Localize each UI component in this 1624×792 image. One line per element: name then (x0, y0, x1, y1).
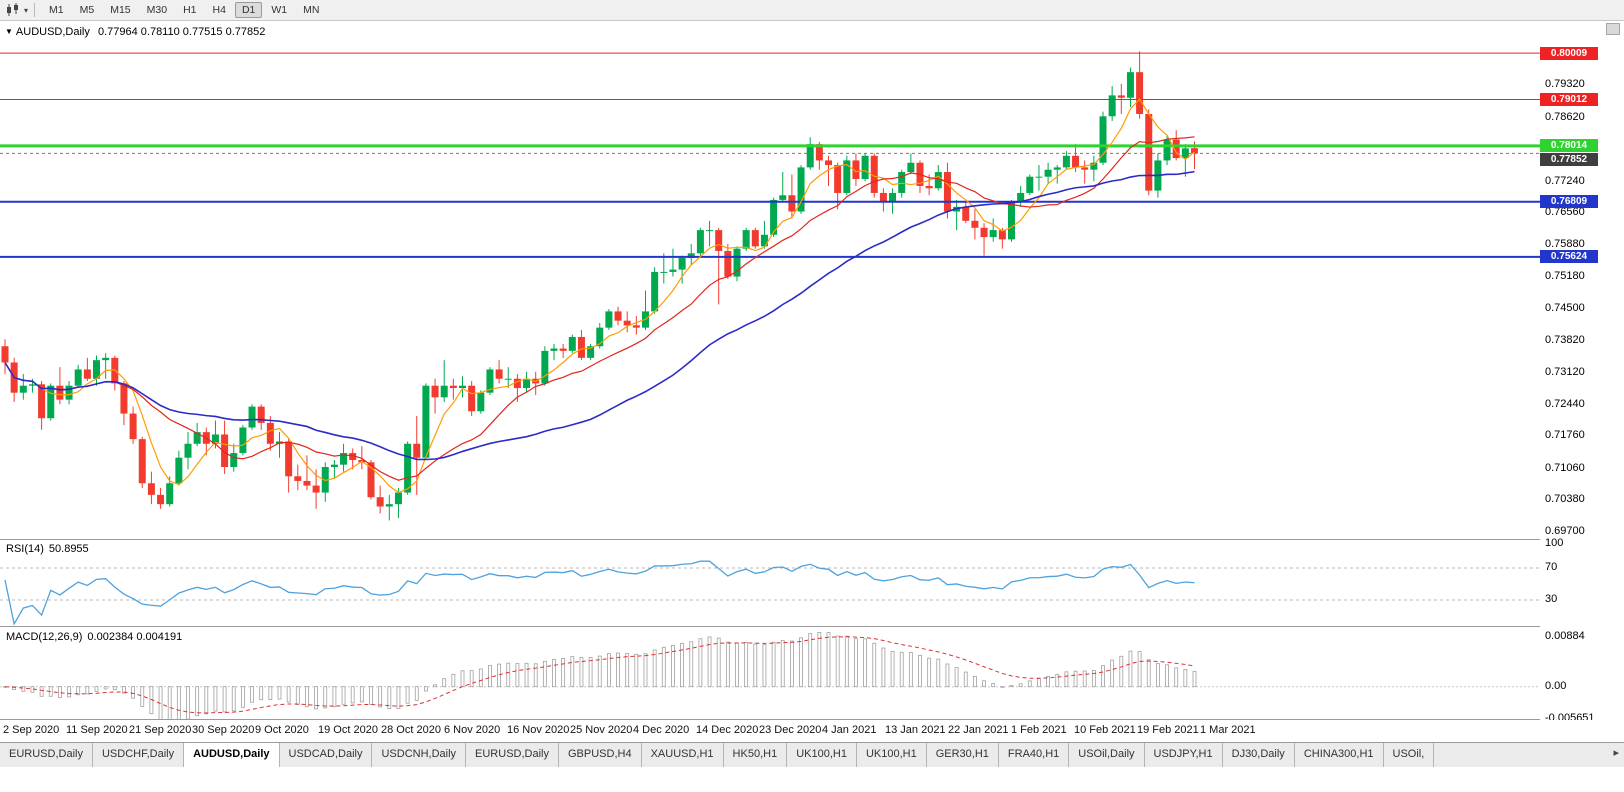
symbol-period-label: AUDUSD,Daily (15, 26, 90, 38)
timeframe-button-m15[interactable]: M15 (110, 4, 131, 16)
axis-tick-label: 0.71060 (1545, 461, 1585, 474)
axis-tick-label: 0.79320 (1545, 78, 1585, 91)
toolbar-separator (34, 3, 36, 17)
timeframe-button-m5[interactable]: M5 (79, 4, 95, 16)
axis-tick-label: 0.75880 (1545, 237, 1585, 250)
date-label: 4 Dec 2020 (633, 724, 690, 736)
date-label: 14 Dec 2020 (696, 724, 759, 736)
chart-tab-hk50-h1[interactable]: HK50,H1 (724, 743, 788, 767)
date-label: 13 Jan 2021 (885, 724, 946, 736)
axis-tick-label: 0.75180 (1545, 270, 1585, 283)
timeframe-button-h4[interactable]: H4 (212, 4, 226, 16)
chart-title: ▼ AUDUSD,Daily 0.77964 0.78110 0.77515 0.… (5, 26, 265, 38)
chart-tab-audusd-daily[interactable]: AUDUSD,Daily (184, 743, 280, 767)
price-axis[interactable]: 0.79320 0.78620 0.77240 0.76560 0.75880 0.751… (1540, 21, 1624, 724)
chart-tab-usdcnh-daily[interactable]: USDCNH,Daily (372, 743, 467, 767)
time-axis[interactable]: 2 Sep 2020 11 Sep 2020 21 Sep 2020 30 Sep 2… (0, 720, 1624, 742)
date-label: 30 Sep 2020 (192, 724, 255, 736)
chart-tab-xauusd-h1[interactable]: XAUUSD,H1 (642, 743, 724, 767)
axis-tick-label: 0.69700 (1545, 525, 1585, 538)
rsi-indicator-label: RSI(14) 50.8955 (6, 543, 89, 555)
tab-scroll-right-icon[interactable]: ▸ (1610, 746, 1622, 759)
axis-tick-label: 0.00884 (1545, 629, 1585, 642)
date-label: 1 Mar 2021 (1200, 724, 1256, 736)
timeframe-button-w1[interactable]: W1 (271, 4, 288, 16)
date-label: 10 Feb 2021 (1074, 724, 1136, 736)
chart-tab-usdcad-daily[interactable]: USDCAD,Daily (280, 743, 373, 767)
date-label: 25 Nov 2020 (570, 724, 633, 736)
date-label: 2 Sep 2020 (3, 724, 60, 736)
level-price-badge: 0.78014 (1540, 139, 1598, 153)
timeframe-buttons: M1 M5 M15 M30 H1 H4 D1 W1 MN (41, 2, 327, 18)
chart-tab-usoil[interactable]: USOil, (1384, 743, 1435, 767)
timeframe-button-m30[interactable]: M30 (146, 4, 168, 16)
axis-tick-label: 0.72440 (1545, 397, 1585, 410)
chart-tab-usdjpy-h1[interactable]: USDJPY,H1 (1145, 743, 1223, 767)
level-price-badge: 0.76809 (1540, 195, 1598, 209)
level-price-badge: 0.80009 (1540, 46, 1598, 60)
axis-tick-label: 0.70380 (1545, 493, 1585, 506)
date-label: 16 Nov 2020 (507, 724, 570, 736)
axis-tick-label: 0.71760 (1545, 429, 1585, 442)
timeframe-toolbar: ▾ M1 M5 M15 M30 H1 H4 D1 W1 MN (0, 0, 1624, 21)
timeframe-button-m1[interactable]: M1 (49, 4, 64, 16)
chart-canvas[interactable] (0, 0, 1624, 742)
rsi-current-value: 50.8955 (48, 543, 89, 555)
scrollbar-thumb[interactable] (1606, 23, 1620, 35)
date-label: 19 Feb 2021 (1137, 724, 1199, 736)
macd-name: MACD(12,26,9) (6, 631, 83, 643)
chart-tab-eurusd-daily[interactable]: EURUSD,Daily (466, 743, 559, 767)
chart-tab-usdchf-daily[interactable]: USDCHF,Daily (93, 743, 185, 767)
title-marker-icon: ▼ (5, 27, 13, 36)
axis-tick-label: 0.78620 (1545, 110, 1585, 123)
date-label: 4 Jan 2021 (822, 724, 877, 736)
date-label: 1 Feb 2021 (1011, 724, 1067, 736)
chart-tab-uk100-h1[interactable]: UK100,H1 (857, 743, 927, 767)
axis-tick-label: 70 (1545, 561, 1558, 573)
date-label: 23 Dec 2020 (759, 724, 822, 736)
axis-tick-label: 0.00 (1545, 679, 1567, 692)
date-label: 28 Oct 2020 (381, 724, 441, 736)
timeframe-button-h1[interactable]: H1 (183, 4, 197, 16)
date-label: 9 Oct 2020 (255, 724, 309, 736)
date-label: 21 Sep 2020 (129, 724, 192, 736)
axis-tick-label: 0.73120 (1545, 366, 1585, 379)
timeframe-button-mn[interactable]: MN (303, 4, 320, 16)
axis-tick-label: 0.77240 (1545, 174, 1585, 187)
chart-tab-fra40-h1[interactable]: FRA40,H1 (999, 743, 1070, 767)
axis-tick-label: 100 (1545, 537, 1564, 549)
candlestick-chart-icon (7, 3, 18, 16)
macd-indicator-label: MACD(12,26,9) 0.002384 0.004191 (6, 631, 182, 643)
ohlc-values: 0.77964 0.78110 0.77515 0.77852 (97, 26, 266, 38)
date-label: 19 Oct 2020 (318, 724, 378, 736)
chart-tab-eurusd-daily[interactable]: EURUSD,Daily (0, 743, 93, 767)
date-label: 6 Nov 2020 (444, 724, 501, 736)
chevron-down-icon: ▾ (24, 5, 29, 15)
axis-tick-label: 30 (1545, 593, 1558, 605)
chart-tab-uk100-h1[interactable]: UK100,H1 (787, 743, 857, 767)
macd-current-values: 0.002384 0.004191 (87, 631, 183, 643)
chart-tab-gbpusd-h4[interactable]: GBPUSD,H4 (559, 743, 642, 767)
chart-type-selector[interactable]: ▾ (0, 3, 28, 17)
chart-tab-usoil-daily[interactable]: USOil,Daily (1069, 743, 1145, 767)
timeframe-button-d1[interactable]: D1 (234, 2, 263, 18)
axis-tick-label: 0.76560 (1545, 206, 1585, 219)
chart-tab-ger30-h1[interactable]: GER30,H1 (927, 743, 999, 767)
date-label: 22 Jan 2021 (948, 724, 1009, 736)
chart-tab-dj30-daily[interactable]: DJ30,Daily (1223, 743, 1295, 767)
axis-tick-label: 0.73820 (1545, 333, 1585, 346)
level-price-badge: 0.75624 (1540, 250, 1598, 264)
rsi-name: RSI(14) (6, 543, 44, 555)
chart-tab-china300-h1[interactable]: CHINA300,H1 (1295, 743, 1384, 767)
axis-tick-label: 0.74500 (1545, 302, 1585, 315)
level-price-badge: 0.79012 (1540, 92, 1598, 106)
chart-tab-bar: EURUSD,Daily USDCHF,Daily AUDUSD,Daily USDC… (0, 742, 1624, 767)
current-price-badge: 0.77852 (1540, 152, 1598, 166)
date-label: 11 Sep 2020 (66, 724, 128, 736)
